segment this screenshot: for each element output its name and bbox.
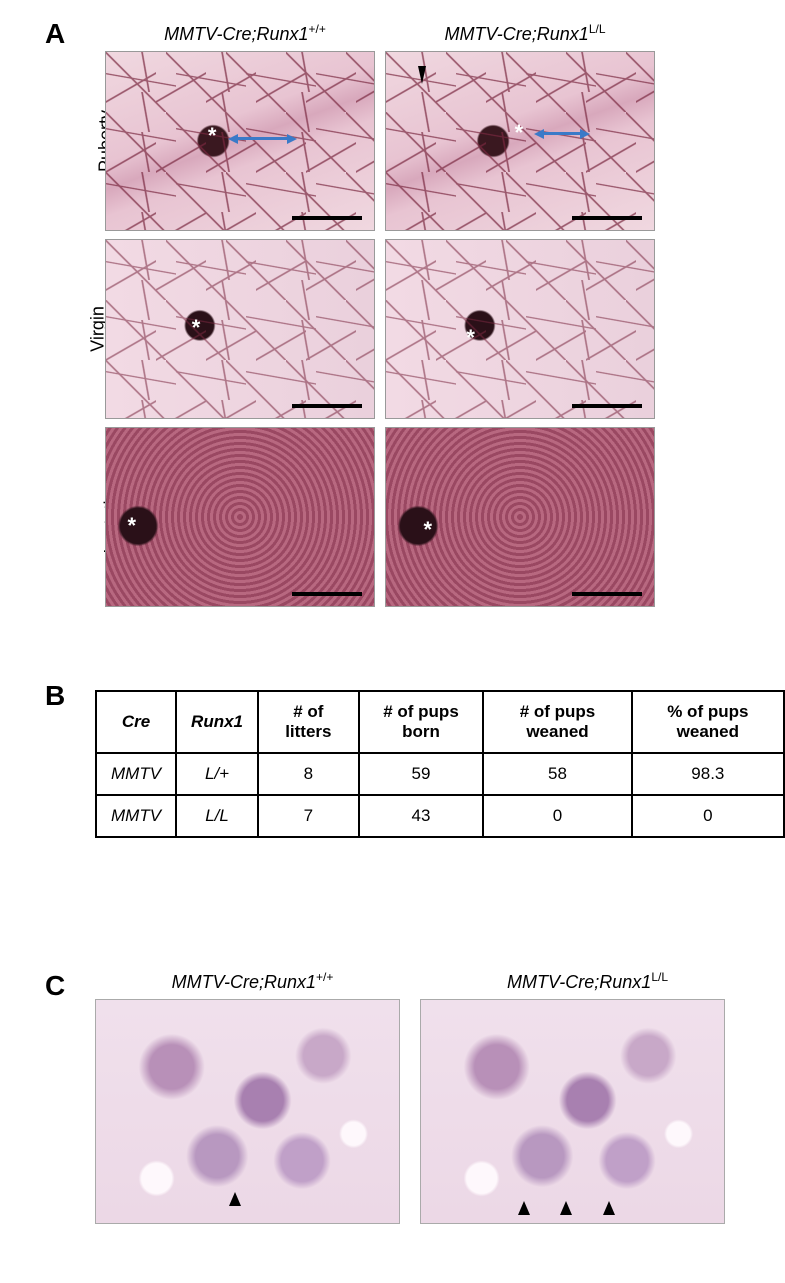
- arrowhead-marker: [229, 1192, 241, 1206]
- asterisk-marker: *: [466, 325, 475, 351]
- td-pct-weaned: 0: [632, 795, 784, 837]
- panel-c-header-ko: MMTV-Cre;Runx1L/L: [430, 970, 745, 993]
- arrowhead-marker: [518, 1201, 530, 1215]
- row-lactation: Lactation * *: [105, 427, 665, 607]
- header-ko-text: MMTV-Cre;Runx1: [444, 24, 588, 44]
- td-pups-born: 59: [359, 753, 484, 795]
- th-pups-weaned: # of pups weaned: [483, 691, 631, 753]
- header-ko-sup: L/L: [589, 22, 606, 36]
- panel-a-label: A: [45, 18, 65, 50]
- c-header-ko-text: MMTV-Cre;Runx1: [507, 972, 651, 992]
- th-cre: Cre: [96, 691, 176, 753]
- panel-a-grid: MMTV-Cre;Runx1+/+ MMTV-Cre;Runx1L/L Pube…: [105, 22, 665, 615]
- header-wt-sup: +/+: [309, 22, 326, 36]
- row-virgin: Virgin * *: [105, 239, 665, 419]
- scale-bar: [572, 592, 642, 596]
- panel-c-header-wt: MMTV-Cre;Runx1+/+: [95, 970, 410, 993]
- header-wt-text: MMTV-Cre;Runx1: [164, 24, 308, 44]
- panel-c-label: C: [45, 970, 65, 1002]
- td-pups-weaned: 0: [483, 795, 631, 837]
- panel-c-wrap: MMTV-Cre;Runx1+/+ MMTV-Cre;Runx1L/L: [95, 970, 745, 1224]
- td-runx1: L/L: [176, 795, 258, 837]
- blue-arrow-marker: [235, 137, 290, 140]
- table-row: MMTV L/+ 8 59 58 98.3: [96, 753, 784, 795]
- asterisk-marker: *: [208, 123, 217, 149]
- arrowhead-marker: [603, 1201, 615, 1215]
- img-virgin-wt: *: [105, 239, 375, 419]
- td-runx1: L/+: [176, 753, 258, 795]
- img-puberty-ko: *: [385, 51, 655, 231]
- c-header-wt-text: MMTV-Cre;Runx1: [172, 972, 316, 992]
- img-lactation-ko: *: [385, 427, 655, 607]
- arrowhead-marker: [560, 1201, 572, 1215]
- td-pups-weaned: 58: [483, 753, 631, 795]
- scale-bar: [292, 216, 362, 220]
- asterisk-marker: *: [127, 513, 136, 539]
- panel-b-label: B: [45, 680, 65, 712]
- img-he-wt: [95, 999, 400, 1224]
- td-litters: 8: [258, 753, 359, 795]
- scale-bar: [572, 216, 642, 220]
- c-header-ko-sup: L/L: [651, 970, 668, 984]
- asterisk-marker: *: [424, 517, 433, 543]
- th-pct-weaned: % of pups weaned: [632, 691, 784, 753]
- table-b-header-row: Cre Runx1 # of litters # of pups born # …: [96, 691, 784, 753]
- img-puberty-wt: *: [105, 51, 375, 231]
- td-cre: MMTV: [96, 795, 176, 837]
- img-he-ko: [420, 999, 725, 1224]
- c-header-wt-sup: +/+: [316, 970, 333, 984]
- table-row: MMTV L/L 7 43 0 0: [96, 795, 784, 837]
- img-lactation-wt: *: [105, 427, 375, 607]
- scale-bar: [292, 592, 362, 596]
- td-pct-weaned: 98.3: [632, 753, 784, 795]
- scale-bar: [292, 404, 362, 408]
- asterisk-marker: *: [515, 120, 524, 146]
- td-cre: MMTV: [96, 753, 176, 795]
- scale-bar: [572, 404, 642, 408]
- th-pups-born: # of pups born: [359, 691, 484, 753]
- table-b: Cre Runx1 # of litters # of pups born # …: [95, 690, 785, 838]
- td-pups-born: 43: [359, 795, 484, 837]
- img-virgin-ko: *: [385, 239, 655, 419]
- panel-a-header-ko: MMTV-Cre;Runx1L/L: [385, 22, 665, 45]
- row-puberty: Puberty * *: [105, 51, 665, 231]
- asterisk-marker: *: [192, 315, 201, 341]
- td-litters: 7: [258, 795, 359, 837]
- th-litters: # of litters: [258, 691, 359, 753]
- black-arrow-marker: [418, 66, 426, 84]
- blue-arrow-marker: [541, 132, 583, 135]
- th-runx1: Runx1: [176, 691, 258, 753]
- panel-a-header-wt: MMTV-Cre;Runx1+/+: [105, 22, 385, 45]
